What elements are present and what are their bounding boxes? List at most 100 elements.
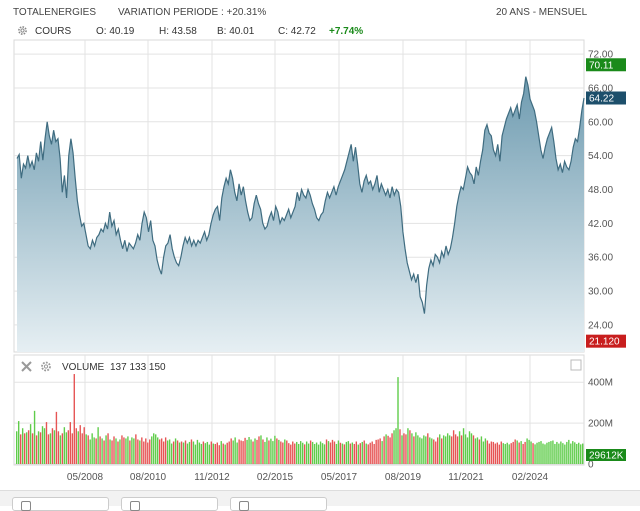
volume-bar (375, 439, 377, 464)
open-value: O: 40.19 (96, 26, 135, 37)
volume-bar (208, 444, 211, 464)
volume-bar (212, 443, 215, 464)
volume-bar (93, 437, 95, 464)
volume-bar (184, 440, 187, 464)
volume-bar (381, 441, 383, 464)
volume-bar (532, 443, 534, 464)
volume-bar (460, 435, 463, 464)
volume-bar (518, 442, 520, 464)
volume-bar (566, 441, 568, 464)
volume-bar (562, 443, 564, 464)
volume-label: VOLUME (62, 362, 105, 373)
date-tick-label: 11/2012 (194, 472, 230, 483)
volume-bar (301, 442, 304, 464)
volume-bar (164, 437, 167, 464)
volume-bar (448, 435, 451, 464)
volume-bar (405, 434, 407, 464)
volume-bar (574, 442, 576, 464)
volume-bar (23, 433, 26, 464)
volume-bar (37, 431, 40, 464)
volume-bar (214, 443, 216, 464)
volume-bar (196, 439, 199, 464)
volume-bar (355, 441, 357, 464)
volume-bar (349, 443, 352, 464)
volume-bar (480, 436, 483, 464)
volume-tick-label: 400M (588, 378, 613, 389)
volume-bar (296, 441, 298, 464)
volume-tick-label: 0 (588, 460, 594, 471)
volume-bar (47, 434, 50, 464)
volume-bar (421, 438, 423, 464)
volume-bar (325, 439, 328, 464)
volume-bar (202, 441, 205, 464)
volume-bar (240, 440, 242, 464)
volume-bar (413, 436, 415, 464)
toolbar-tab-3[interactable] (230, 497, 327, 511)
volume-bar (393, 430, 395, 464)
volume-bar (282, 442, 284, 464)
low-price-tag (586, 334, 626, 348)
volume-bar (550, 441, 552, 464)
volume-bar (478, 439, 481, 464)
volume-bar (280, 441, 282, 464)
volume-bar (73, 374, 75, 464)
volume-bar (200, 443, 203, 464)
volume-bar (333, 441, 336, 464)
volume-bar (319, 441, 322, 464)
volume-bar (538, 441, 540, 464)
volume-bar (343, 444, 346, 464)
volume-bar (490, 441, 493, 464)
panel-toggle-checkbox[interactable] (570, 359, 582, 371)
volume-bar (216, 442, 218, 464)
volume-bar (474, 438, 477, 464)
volume-bar (125, 438, 127, 464)
ohlc-legend: COURS O: 40.19 H: 43.58 B: 40.01 C: 42.7… (14, 22, 584, 40)
volume-bar (65, 432, 68, 464)
volume-bar (157, 437, 159, 464)
volume-bar (516, 440, 518, 464)
volume-bar (339, 442, 342, 464)
volume-bar (49, 433, 52, 464)
volume-bar (288, 443, 290, 464)
settings-gear-icon[interactable] (17, 25, 28, 36)
volume-bar (456, 436, 459, 464)
volume-bar (41, 426, 44, 464)
volume-bar (111, 440, 113, 464)
volume-bar (359, 443, 361, 464)
volume-settings-gear-icon[interactable] (41, 361, 51, 372)
series-label: COURS (35, 26, 72, 37)
volume-bar (582, 443, 584, 464)
volume-bar (153, 433, 155, 464)
volume-bar (514, 439, 516, 464)
volume-bar (274, 435, 276, 464)
close-panel-icon[interactable] (21, 361, 32, 372)
volume-bar (540, 441, 542, 464)
volume-bar (158, 439, 161, 464)
volume-bar (353, 443, 356, 464)
volume-bar (391, 433, 393, 464)
volume-bar (97, 427, 99, 464)
toolbar-tab-2[interactable] (121, 497, 218, 511)
volume-bar (234, 437, 236, 464)
variation-period: VARIATION PERIODE : +20.31% (118, 7, 267, 18)
volume-bar (578, 442, 580, 464)
volume-bar (19, 434, 22, 464)
price-line (16, 76, 585, 314)
volume-bar (254, 438, 256, 464)
toolbar-tab-1[interactable] (12, 497, 109, 511)
volume-bar (323, 444, 326, 464)
volume-bar (387, 435, 389, 464)
volume-bar (25, 432, 28, 464)
low-price-tag-text: 21.120 (589, 337, 620, 348)
volume-bar (16, 431, 18, 464)
volume-bar (401, 435, 403, 464)
volume-bar (256, 439, 258, 464)
volume-bar (510, 443, 512, 464)
volume-bar (147, 442, 149, 464)
volume-bar (427, 433, 429, 464)
volume-bar (113, 436, 115, 464)
volume-bar (331, 439, 334, 464)
volume-bar (180, 441, 183, 464)
period-selector[interactable]: 20 ANS - MENSUEL (496, 7, 588, 18)
volume-bar (542, 443, 544, 464)
